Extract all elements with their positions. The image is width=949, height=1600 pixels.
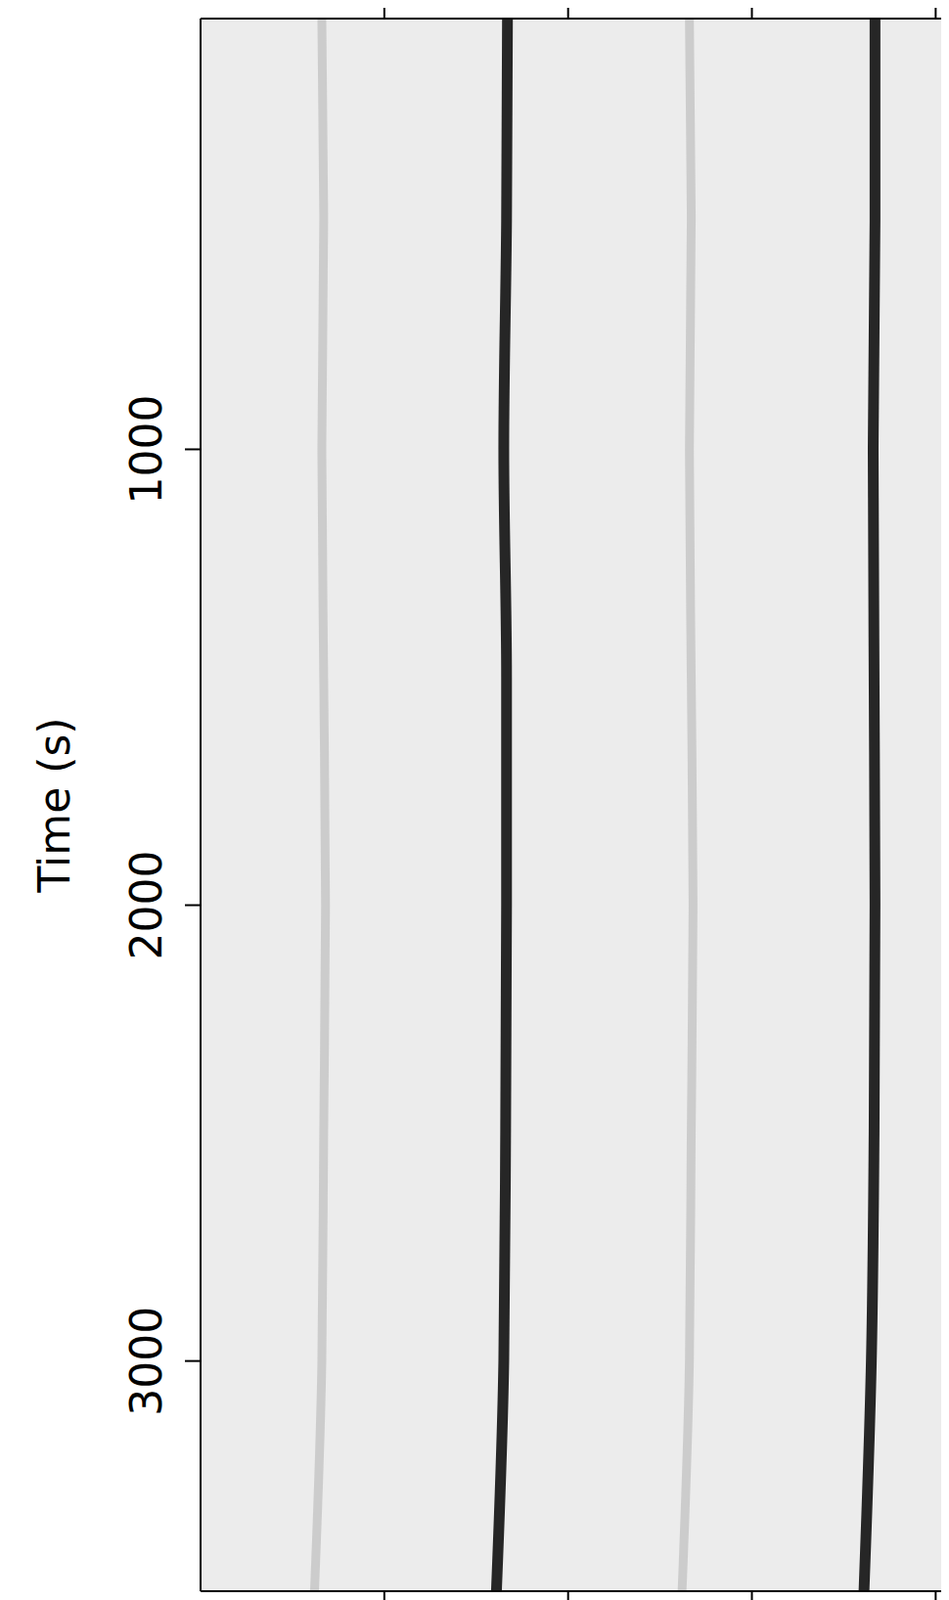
svg-text:3000: 3000 (121, 1307, 172, 1417)
svg-text:2000: 2000 (121, 851, 172, 961)
svg-text:Time (s): Time (s) (29, 718, 80, 895)
svg-text:1000: 1000 (121, 394, 172, 504)
